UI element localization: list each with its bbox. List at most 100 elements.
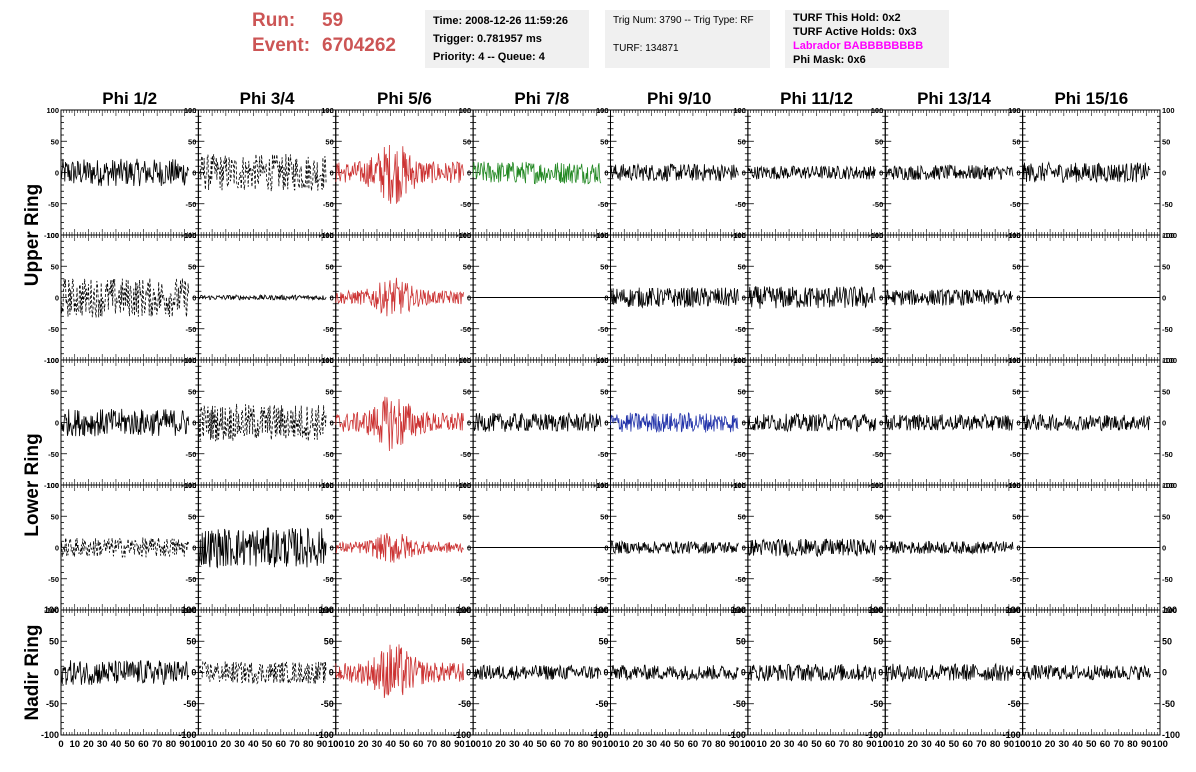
y-tick-label: 100 — [184, 481, 197, 490]
panel-frame-r4-c1 — [60, 484, 199, 611]
panel-frame-r3-c7 — [884, 359, 1024, 486]
y-tick-label: -50 — [1010, 325, 1021, 334]
y-tick-label: 0 — [330, 294, 334, 303]
waveform-r2-c5 — [610, 286, 739, 309]
y-tick-label: 0 — [192, 544, 196, 553]
waveform-r3-c3 — [335, 396, 464, 452]
y-tick-label: 100 — [321, 481, 334, 490]
y-tick-label: -50 — [872, 200, 883, 209]
run-value: 59 — [322, 10, 344, 31]
turf-active-holds-text: TURF Active Holds: 0x3 — [793, 26, 917, 38]
y-tick-label: 50 — [875, 137, 883, 146]
y-tick-label: 100 — [1008, 481, 1021, 490]
panel-frame-r1-c6 — [747, 109, 886, 236]
y-tick-label: 0 — [467, 419, 471, 428]
y-tick-label: -50 — [598, 450, 609, 459]
y-tick-label: 0 — [742, 544, 746, 553]
y-tick-label: -50 — [735, 325, 746, 334]
y-tick-label: -100 — [44, 356, 59, 365]
waveform-r3-c7 — [885, 413, 1014, 431]
column-header-4: Phi 7/8 — [514, 89, 569, 108]
waveform-r2-c2 — [198, 294, 327, 302]
y-tick-label: 100 — [1008, 231, 1021, 240]
y-tick-label: 100 — [871, 481, 884, 490]
y-tick-label: 0 — [604, 544, 608, 553]
panel-frame-r2-c2 — [197, 234, 337, 361]
y-tick-label: 50 — [188, 262, 196, 271]
waveform-r3-c1 — [60, 408, 190, 437]
y-tick-label: 50 — [188, 137, 196, 146]
y-tick-label: 0 — [742, 169, 746, 178]
waveform-r2-c6 — [747, 285, 876, 309]
panel-frame-r4-c7 — [884, 484, 1024, 611]
y-tick-label: 100 — [46, 481, 59, 490]
y-tick-label: 50 — [738, 512, 746, 521]
ring-label-1: Upper Ring — [22, 184, 43, 286]
waveform-r3-c5 — [610, 411, 739, 433]
y-tick-label: -50 — [460, 325, 471, 334]
y-tick-label: 0 — [192, 169, 196, 178]
y-tick-label: -50 — [1162, 325, 1173, 334]
y-tick-label: -50 — [872, 450, 883, 459]
run-label: Run: — [252, 10, 296, 31]
y-tick-label: 50 — [875, 387, 883, 396]
turf-this-hold-text: TURF This Hold: 0x2 — [793, 12, 901, 24]
y-tick-label: 50 — [325, 512, 333, 521]
panel-frame-r4-c6 — [747, 484, 886, 611]
y-tick-label: 0 — [330, 169, 334, 178]
y-tick-label: -100 — [44, 231, 59, 240]
y-tick-label: -50 — [735, 575, 746, 584]
waveform-r3-c2 — [198, 403, 327, 442]
column-header-2: Phi 3/4 — [240, 89, 295, 108]
waveform-r1-c8 — [1022, 161, 1151, 183]
y-tick-label: 50 — [738, 387, 746, 396]
y-tick-label: -50 — [323, 325, 334, 334]
y-tick-label: 50 — [325, 387, 333, 396]
y-tick-label: 0 — [604, 419, 608, 428]
y-tick-label: 50 — [600, 137, 608, 146]
y-tick-label: 100 — [871, 356, 884, 365]
y-tick-label: 50 — [600, 512, 608, 521]
waveform-r4-c2 — [198, 527, 327, 569]
ring-label-2: Lower Ring — [22, 433, 43, 536]
waveform-r4-c1 — [60, 537, 190, 559]
waveform-r2-c7 — [884, 288, 1014, 306]
y-tick-label: 0 — [742, 419, 746, 428]
column-header-8: Phi 15/16 — [1054, 89, 1128, 108]
y-tick-label: -100 — [1162, 231, 1177, 240]
y-tick-label: 50 — [875, 262, 883, 271]
y-tick-label: 100 — [871, 106, 884, 115]
waveform-r1-c7 — [884, 164, 1014, 181]
y-tick-label: 0 — [55, 169, 59, 178]
column-header-7: Phi 13/14 — [917, 89, 991, 108]
column-header-1: Phi 1/2 — [102, 89, 157, 108]
y-tick-label: 50 — [1012, 512, 1020, 521]
y-tick-label: 50 — [463, 512, 471, 521]
y-tick-label: -50 — [460, 200, 471, 209]
y-tick-label: 50 — [738, 262, 746, 271]
y-tick-label: -50 — [460, 575, 471, 584]
y-tick-label: -50 — [186, 325, 197, 334]
column-header-3: Phi 5/6 — [377, 89, 432, 108]
y-tick-label: -50 — [1010, 200, 1021, 209]
y-tick-label: -50 — [1010, 450, 1021, 459]
y-tick-label: 0 — [1016, 169, 1020, 178]
y-tick-label: 0 — [879, 294, 883, 303]
y-tick-label: -50 — [48, 200, 59, 209]
panel-frame-r4-c2 — [197, 484, 337, 611]
y-tick-label: 100 — [871, 231, 884, 240]
y-tick-label: -50 — [872, 575, 883, 584]
y-tick-label: 0 — [330, 544, 334, 553]
y-tick-label: 50 — [1162, 512, 1170, 521]
y-tick-label: -50 — [598, 325, 609, 334]
y-tick-label: 50 — [51, 512, 59, 521]
y-tick-label: 50 — [325, 262, 333, 271]
y-tick-label: -50 — [735, 200, 746, 209]
waveform-r1-c3 — [335, 144, 464, 204]
y-tick-label: 100 — [1008, 356, 1021, 365]
turf-text: TURF: 134871 — [613, 43, 679, 54]
y-tick-label: 0 — [192, 419, 196, 428]
y-tick-label: 0 — [1016, 544, 1020, 553]
y-tick-label: 100 — [596, 106, 609, 115]
